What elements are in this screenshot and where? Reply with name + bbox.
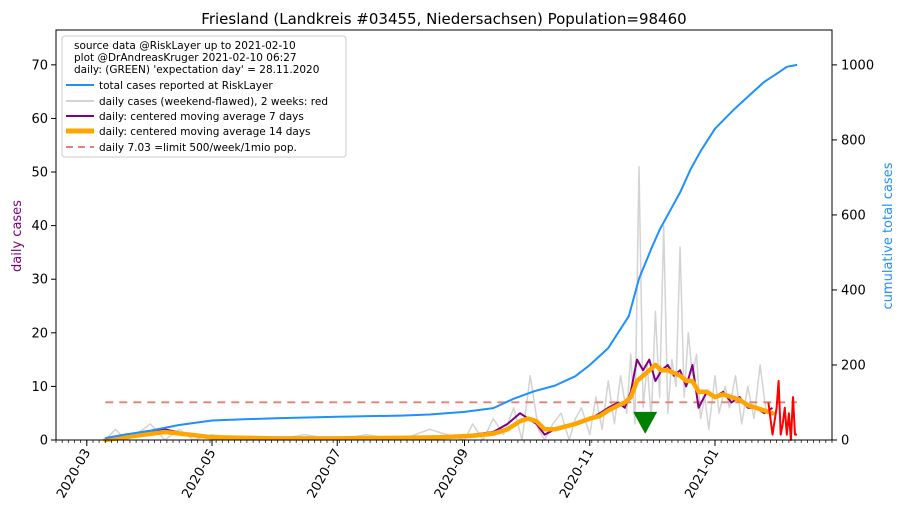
y-left-tick-label: 0 (40, 434, 48, 449)
legend-label-ma14: daily: centered moving average 14 days (99, 126, 311, 138)
series-ma14 (103, 362, 775, 443)
y-right-tick-label: 200 (841, 358, 866, 373)
y-axis-right-label: cumulative total cases (881, 162, 896, 309)
y-left-tick-label: 10 (31, 380, 48, 395)
y-right-tick-label: 400 (841, 283, 866, 298)
legend-label-ma7: daily: centered moving average 7 days (99, 111, 304, 123)
y-right-tick-label: 0 (841, 434, 849, 449)
expectation-day-marker (633, 411, 658, 434)
y-left-tick-label: 70 (31, 58, 48, 73)
y-right-tick-label: 800 (841, 133, 866, 148)
y-left-tick-label: 30 (31, 273, 48, 288)
y-axis-left: 0 10 20 30 40 50 60 70 (31, 58, 56, 449)
y-axis-right: 0 200 400 600 800 1000 (832, 58, 874, 449)
chart-title: Friesland (Landkreis #03455, Niedersachs… (201, 10, 686, 28)
series-total-cases (105, 63, 798, 440)
y-left-tick-label: 20 (31, 326, 48, 341)
x-axis-minor-ticks (55, 440, 833, 443)
legend-label-total: total cases reported at RiskLayer (99, 80, 273, 92)
series-daily-cases (104, 165, 768, 441)
plot-frame (55, 29, 833, 441)
legend-note-expectation: daily: (GREEN) 'expectation day' = 28.11… (74, 64, 319, 76)
y-left-tick-label: 60 (31, 112, 48, 127)
y-left-tick-label: 50 (31, 166, 48, 181)
y-right-tick-label: 1000 (841, 58, 874, 73)
legend-note-source: source data @RiskLayer up to 2021-02-10 (74, 40, 296, 52)
y-right-tick-label: 600 (841, 208, 866, 223)
legend: source data @RiskLayer up to 2021-02-10 … (61, 35, 347, 158)
plot-area (103, 63, 798, 443)
legend-note-plot: plot @DrAndreasKruger 2021-02-10 06:27 (74, 52, 297, 64)
y-axis-left-label: daily cases (10, 200, 25, 272)
y-left-tick-label: 40 (31, 219, 48, 234)
legend-label-daily: daily cases (weekend-flawed), 2 weeks: r… (99, 96, 328, 108)
legend-label-limit: daily 7.03 =limit 500/week/1mio pop. (99, 142, 297, 154)
legend-box (61, 35, 347, 158)
series-daily-recent (767, 380, 798, 441)
